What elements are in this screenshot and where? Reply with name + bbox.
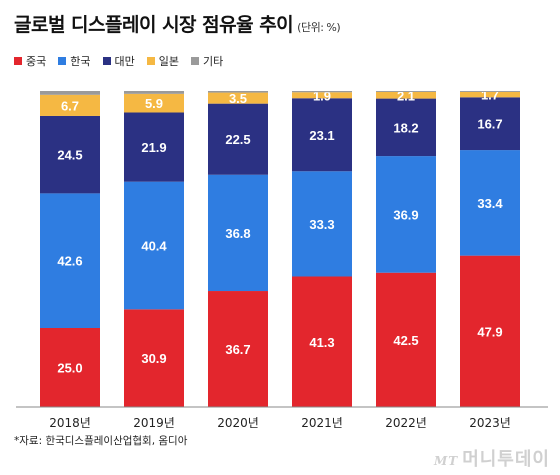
data-label-japan-2: 5.9 bbox=[145, 96, 163, 111]
legend-item-korea: 한국 bbox=[58, 53, 91, 69]
x-tick-label-4: 2021년 bbox=[301, 416, 343, 430]
bar-segment-other-1 bbox=[40, 91, 100, 95]
data-label-japan-3: 3.5 bbox=[229, 91, 247, 106]
bar-segment-china-6 bbox=[460, 255, 520, 407]
watermark-text: 머니투데이 bbox=[462, 449, 550, 470]
bar-segment-korea-5 bbox=[376, 156, 436, 273]
legend-label-japan: 일본 bbox=[158, 55, 179, 68]
bar-segment-other-2 bbox=[124, 91, 184, 94]
legend-item-japan: 일본 bbox=[146, 53, 179, 69]
bar-segment-japan-3 bbox=[208, 92, 268, 104]
data-label-korea-3: 36.8 bbox=[225, 226, 250, 241]
bar-segment-korea-1 bbox=[40, 193, 100, 328]
legend-label-china: 중국 bbox=[26, 55, 47, 68]
bar-segment-china-5 bbox=[376, 272, 436, 407]
legend-label-taiwan: 대만 bbox=[114, 55, 135, 68]
data-label-taiwan-3: 22.5 bbox=[225, 132, 250, 147]
chart-title-text: 글로벌 디스플레이 시장 점유율 추이 bbox=[14, 14, 294, 36]
bar-segment-taiwan-4 bbox=[292, 98, 352, 172]
bar-segment-japan-1 bbox=[40, 94, 100, 116]
bar-segment-japan-2 bbox=[124, 93, 184, 113]
bar-segment-taiwan-1 bbox=[40, 115, 100, 194]
bar-segment-korea-2 bbox=[124, 181, 184, 310]
data-label-china-5: 42.5 bbox=[393, 333, 418, 348]
data-label-japan-1: 6.7 bbox=[61, 98, 79, 113]
data-label-japan-4: 1.9 bbox=[313, 88, 331, 103]
bar-segment-other-4 bbox=[292, 91, 352, 93]
data-label-korea-6: 33.4 bbox=[477, 196, 503, 211]
legend-swatch-other bbox=[191, 57, 199, 65]
data-label-korea-4: 33.3 bbox=[309, 217, 334, 232]
bar-segment-korea-6 bbox=[460, 150, 520, 256]
legend-item-taiwan: 대만 bbox=[102, 53, 135, 69]
data-label-china-2: 30.9 bbox=[141, 351, 166, 366]
bar-segment-japan-5 bbox=[376, 91, 436, 99]
x-tick-label-3: 2020년 bbox=[217, 416, 259, 430]
x-tick-label-6: 2023년 bbox=[469, 416, 511, 430]
legend-swatch-korea bbox=[58, 57, 67, 65]
data-label-korea-5: 36.9 bbox=[393, 207, 418, 222]
legend-swatch-japan bbox=[146, 57, 155, 65]
bar-segment-china-2 bbox=[124, 309, 184, 407]
data-label-china-6: 47.9 bbox=[477, 324, 502, 339]
bar-segment-korea-3 bbox=[208, 174, 268, 292]
bar-segment-korea-4 bbox=[292, 171, 352, 277]
legend-swatch-china bbox=[14, 57, 22, 65]
legend-label-other: 기타 bbox=[203, 55, 224, 68]
bar-segment-taiwan-2 bbox=[124, 112, 184, 182]
bar-segment-taiwan-5 bbox=[376, 98, 436, 157]
bar-segment-taiwan-6 bbox=[460, 97, 520, 151]
data-label-japan-6: 1.7 bbox=[481, 88, 499, 103]
source-note: *자료: 한국디스플레이산업협회, 옴디아 bbox=[14, 435, 188, 447]
bar-segment-japan-4 bbox=[292, 92, 352, 99]
chart-title: 글로벌 디스플레이 시장 점유율 추이 (단위: %) bbox=[14, 10, 341, 37]
data-label-japan-5: 2.1 bbox=[397, 88, 415, 103]
data-label-china-4: 41.3 bbox=[309, 335, 334, 350]
bar-segment-other-3 bbox=[208, 91, 268, 93]
bar-segment-china-1 bbox=[40, 328, 100, 407]
data-label-taiwan-5: 18.2 bbox=[393, 120, 418, 135]
data-label-taiwan-2: 21.9 bbox=[141, 140, 166, 155]
legend: 중국 한국 대만 일본 기타 bbox=[14, 53, 223, 69]
legend-item-china: 중국 bbox=[14, 53, 46, 69]
bar-segment-other-5 bbox=[376, 91, 436, 92]
watermark-logo: MT 머니투데이 bbox=[434, 445, 550, 471]
bar-segment-china-4 bbox=[292, 276, 352, 407]
data-label-korea-1: 42.6 bbox=[57, 254, 82, 269]
data-label-taiwan-1: 24.5 bbox=[57, 148, 82, 163]
unit-label: (단위: %) bbox=[297, 21, 341, 34]
legend-swatch-taiwan bbox=[102, 57, 111, 65]
x-tick-label-5: 2022년 bbox=[385, 416, 427, 430]
x-tick-label-1: 2018년 bbox=[49, 416, 91, 430]
bar-segment-japan-6 bbox=[460, 91, 520, 98]
bar-segment-other-6 bbox=[460, 91, 520, 92]
data-label-taiwan-4: 23.1 bbox=[309, 128, 334, 143]
bar-segment-taiwan-3 bbox=[208, 103, 268, 175]
legend-item-other: 기타 bbox=[191, 53, 223, 69]
data-label-china-1: 25.0 bbox=[57, 361, 82, 376]
watermark-mt: MT bbox=[433, 454, 459, 468]
x-tick-label-2: 2019년 bbox=[133, 416, 175, 430]
data-label-taiwan-6: 16.7 bbox=[477, 117, 502, 132]
data-label-china-3: 36.7 bbox=[225, 342, 250, 357]
bar-segment-china-3 bbox=[208, 291, 268, 407]
legend-label-korea: 한국 bbox=[70, 55, 91, 68]
data-label-korea-2: 40.4 bbox=[141, 239, 167, 254]
